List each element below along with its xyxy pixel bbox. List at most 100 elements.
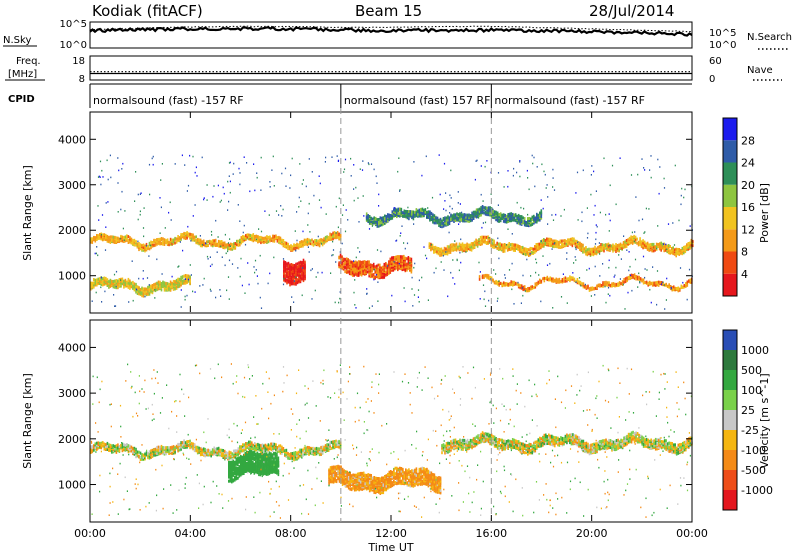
heatmap-scatter — [650, 176, 652, 179]
heatmap-cell — [607, 242, 610, 246]
heatmap-scatter — [406, 242, 409, 245]
heatmap-cell — [560, 280, 562, 284]
heatmap-cell — [141, 290, 143, 294]
heatmap-scatter — [426, 257, 428, 260]
heatmap-cell — [106, 237, 109, 241]
heatmap-cell — [103, 276, 106, 280]
heatmap-cell — [145, 287, 148, 291]
heatmap-cell — [466, 248, 468, 252]
heatmap-scatter — [495, 273, 497, 275]
heatmap-cell — [330, 237, 333, 241]
heatmap-cell — [493, 245, 495, 249]
heatmap-scatter — [226, 289, 228, 292]
heatmap-cell — [538, 244, 541, 248]
heatmap-cell — [166, 287, 169, 291]
heatmap-scatter — [605, 213, 607, 216]
heatmap-cell — [502, 215, 505, 219]
heatmap-cell — [606, 248, 608, 252]
heatmap-scatter — [530, 275, 532, 277]
heatmap-cell — [596, 284, 598, 288]
heatmap-cell — [96, 234, 98, 238]
heatmap-scatter — [684, 188, 686, 191]
heatmap-cell — [454, 213, 457, 217]
heatmap-cell — [248, 233, 250, 237]
heatmap-scatter — [122, 162, 124, 165]
heatmap-cell — [148, 243, 151, 247]
heatmap-cell — [505, 282, 508, 286]
heatmap-cell — [463, 213, 466, 217]
heatmap-scatter — [670, 287, 672, 290]
heatmap-scatter — [665, 243, 667, 246]
heatmap-cell — [301, 268, 303, 272]
heatmap-cell — [535, 245, 538, 249]
heatmap-cell — [397, 268, 399, 272]
heatmap-cell — [139, 243, 142, 247]
heatmap-cell — [199, 453, 202, 457]
heatmap-cell — [491, 245, 494, 249]
heatmap-cell — [474, 210, 476, 214]
heatmap-cell — [246, 442, 249, 446]
heatmap-scatter — [638, 272, 640, 275]
heatmap-scatter — [244, 292, 246, 294]
heatmap-scatter — [317, 271, 319, 274]
heatmap-cell — [516, 219, 518, 223]
heatmap-scatter — [678, 219, 680, 222]
heatmap-cell — [510, 280, 512, 284]
heatmap-cell — [292, 274, 294, 278]
heatmap-scatter — [101, 301, 103, 303]
heatmap-cell — [454, 246, 456, 250]
heatmap-cell — [243, 445, 246, 449]
heatmap-cell — [289, 283, 291, 287]
heatmap-cell — [118, 449, 121, 452]
heatmap-cell — [144, 291, 146, 295]
heatmap-cell — [222, 452, 224, 456]
heatmap-cell — [399, 212, 401, 216]
heatmap-cell — [118, 284, 121, 288]
heatmap-cell — [290, 263, 293, 266]
heatmap-scatter — [511, 233, 513, 235]
heatmap-cell — [246, 446, 249, 449]
heatmap-scatter — [359, 251, 361, 253]
heatmap-scatter — [508, 269, 511, 271]
heatmap-cell — [150, 449, 152, 453]
heatmap-scatter — [342, 204, 344, 206]
heatmap-scatter — [149, 193, 151, 196]
heatmap-cell — [165, 241, 167, 245]
heatmap-scatter — [476, 159, 478, 162]
heatmap-cell — [296, 262, 299, 266]
heatmap-cell — [135, 447, 137, 451]
heatmap-scatter — [260, 307, 263, 309]
heatmap-cell — [469, 217, 472, 220]
heatmap-scatter — [97, 254, 99, 257]
heatmap-cell — [593, 287, 595, 291]
heatmap-cell — [493, 280, 496, 284]
heatmap-cell — [239, 238, 241, 242]
heatmap-scatter — [291, 157, 293, 160]
heatmap-cell — [123, 446, 125, 450]
heatmap-cell — [404, 260, 407, 264]
heatmap-cell — [132, 280, 134, 284]
heatmap-cell — [636, 241, 638, 245]
heatmap-cell — [214, 238, 217, 242]
heatmap-cell — [564, 279, 567, 283]
heatmap-cell — [380, 266, 383, 270]
heatmap-scatter — [449, 194, 451, 197]
heatmap-cell — [398, 265, 401, 269]
heatmap-cell — [160, 288, 163, 292]
heatmap-scatter — [285, 185, 287, 187]
heatmap-scatter — [484, 165, 486, 168]
heatmap-cell — [466, 215, 469, 219]
heatmap-scatter — [179, 241, 181, 243]
heatmap-scatter — [399, 190, 401, 192]
heatmap-scatter — [552, 186, 554, 188]
heatmap-cell — [453, 220, 455, 223]
heatmap-cell — [401, 268, 404, 272]
heatmap-cell — [216, 242, 218, 246]
heatmap-cell — [354, 260, 357, 264]
heatmap-cell — [341, 262, 343, 266]
heatmap-cell — [604, 245, 607, 249]
heatmap-cell — [540, 209, 543, 213]
heatmap-cell — [630, 273, 633, 277]
heatmap-cell — [397, 255, 399, 259]
heatmap-cell — [169, 282, 172, 286]
